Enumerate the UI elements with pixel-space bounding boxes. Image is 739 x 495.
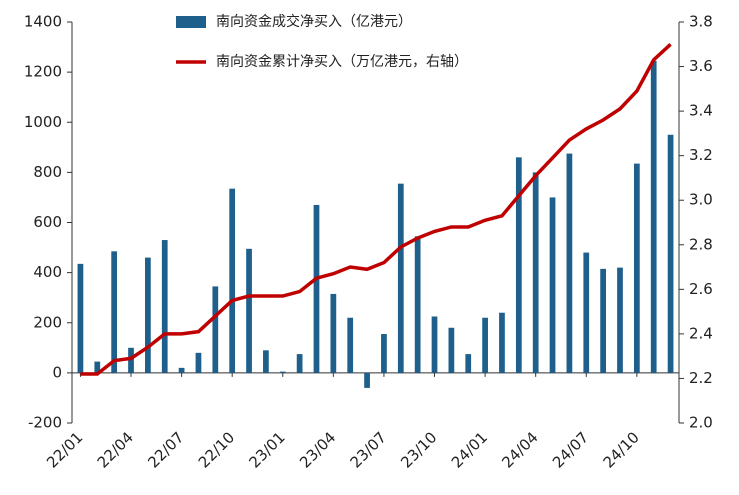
y-tick-label: 200 bbox=[33, 313, 62, 331]
legend-label: 南向资金累计净买入（万亿港元，右轴） bbox=[216, 54, 468, 70]
bar bbox=[279, 371, 286, 373]
bar bbox=[347, 317, 354, 373]
x-tick-label: 24/07 bbox=[549, 428, 592, 471]
y2-tick-label: 3.6 bbox=[689, 57, 713, 75]
bar bbox=[431, 316, 438, 373]
bar bbox=[566, 153, 573, 373]
y2-tick-label: 3.0 bbox=[689, 191, 713, 209]
x-tick-label: 24/04 bbox=[498, 428, 541, 471]
bar bbox=[263, 350, 269, 373]
y-tick-label: 1200 bbox=[24, 63, 62, 81]
bar bbox=[448, 327, 455, 373]
bar bbox=[499, 312, 505, 373]
x-tick-label: 22/01 bbox=[43, 428, 86, 471]
x-tick-label: 23/10 bbox=[397, 428, 440, 471]
bar bbox=[195, 352, 202, 373]
bar bbox=[145, 257, 151, 373]
bar bbox=[482, 317, 488, 373]
y2-tick-label: 3.4 bbox=[689, 102, 713, 120]
bar bbox=[229, 188, 236, 373]
bar bbox=[600, 268, 606, 373]
x-tick-label: 22/04 bbox=[94, 428, 137, 471]
bar bbox=[532, 172, 539, 373]
bar bbox=[667, 134, 674, 373]
x-tick-label: 23/04 bbox=[296, 428, 339, 471]
y2-tick-label: 2.6 bbox=[689, 280, 713, 298]
x-tick-label: 24/01 bbox=[448, 428, 491, 471]
y-tick-label: -200 bbox=[28, 414, 62, 432]
x-tick-label: 24/10 bbox=[600, 428, 643, 471]
bar bbox=[515, 157, 522, 373]
y2-tick-label: 2.8 bbox=[689, 235, 713, 253]
y2-tick-label: 2.2 bbox=[689, 369, 713, 387]
y-tick-label: 600 bbox=[33, 213, 62, 231]
y-tick-label: 400 bbox=[33, 263, 62, 281]
y2-tick-label: 2.0 bbox=[689, 414, 713, 432]
bar bbox=[381, 334, 387, 373]
x-tick-label: 23/01 bbox=[245, 428, 288, 471]
bar bbox=[650, 60, 657, 373]
bar bbox=[397, 183, 404, 373]
y2-tick-label: 3.2 bbox=[689, 146, 713, 164]
bar bbox=[128, 347, 134, 373]
bar bbox=[465, 354, 472, 373]
legend-label: 南向资金成交净买入（亿港元） bbox=[216, 13, 412, 30]
bar bbox=[633, 163, 640, 373]
bar bbox=[111, 251, 118, 373]
bar bbox=[161, 240, 168, 373]
y2-tick-label: 3.8 bbox=[689, 13, 713, 31]
bar bbox=[414, 236, 421, 373]
bar bbox=[313, 204, 320, 373]
bar bbox=[246, 248, 252, 373]
line bbox=[80, 42, 672, 376]
bar bbox=[77, 263, 84, 373]
bar bbox=[94, 361, 101, 373]
y-tick-label: 1400 bbox=[24, 13, 62, 31]
bar bbox=[583, 252, 590, 373]
bar bbox=[178, 367, 185, 373]
y-tick-label: 1000 bbox=[24, 113, 62, 131]
y-tick-label: 0 bbox=[52, 363, 62, 381]
y2-tick-label: 2.4 bbox=[689, 324, 713, 342]
bar bbox=[330, 293, 337, 373]
bar bbox=[212, 286, 219, 373]
bar bbox=[617, 267, 623, 373]
legend-swatch bbox=[176, 16, 206, 28]
x-tick-label: 22/07 bbox=[144, 428, 187, 471]
bar bbox=[364, 372, 370, 388]
bar bbox=[549, 197, 556, 373]
x-tick-label: 22/10 bbox=[195, 428, 238, 471]
y-tick-label: 800 bbox=[33, 163, 62, 181]
x-tick-label: 23/07 bbox=[347, 428, 390, 471]
bar bbox=[296, 354, 303, 373]
